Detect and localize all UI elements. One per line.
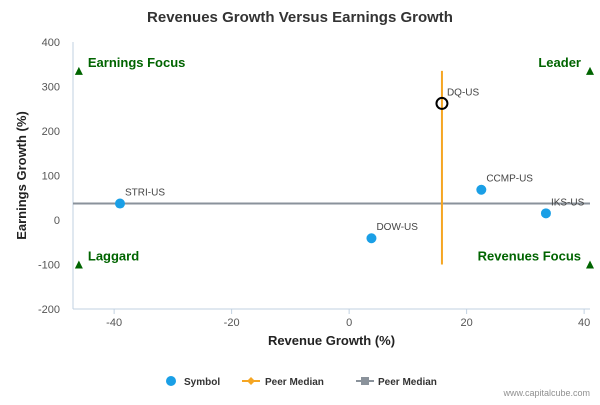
quadrant-marker-revenues-focus	[586, 260, 594, 269]
x-tick-label: -20	[224, 317, 240, 329]
x-tick-label: -40	[106, 317, 122, 329]
quadrant-marker-earnings-focus	[74, 66, 83, 75]
legend-symbol-marker	[166, 376, 176, 386]
y-tick-label: 200	[42, 126, 60, 138]
credit-text: www.capitalcube.com	[502, 388, 590, 398]
quadrant-label-laggard: Laggard	[88, 249, 139, 264]
y-tick-label: -100	[38, 260, 60, 272]
quadrant-label-revenues-focus: Revenues Focus	[478, 249, 581, 264]
x-tick-label: 0	[346, 317, 352, 329]
quadrant-marker-leader	[586, 66, 594, 75]
y-axis-title: Earnings Growth (%)	[14, 111, 29, 240]
legend-symbol-label: Symbol	[184, 377, 220, 388]
x-axis-title: Revenue Growth (%)	[268, 333, 395, 348]
data-point-ccmp-us	[476, 184, 487, 195]
data-point-stri-us	[115, 198, 125, 209]
legend-peer-median-horizontal-label: Peer Median	[378, 377, 437, 388]
quadrant-label-earnings-focus: Earnings Focus	[88, 55, 186, 70]
data-label-stri-us: STRI-US	[125, 188, 165, 199]
data-label-dow-us: DOW-US	[376, 222, 418, 233]
data-point-dow-us	[366, 233, 377, 244]
quadrant-marker-laggard	[74, 260, 83, 269]
data-point-highlight-dq-us	[435, 96, 449, 110]
y-tick-label: 100	[42, 171, 60, 183]
legend-peer-median-vertical-marker	[247, 377, 255, 385]
y-tick-label: -200	[38, 304, 60, 316]
data-label-dq-us: DQ-US	[447, 87, 480, 98]
chart-title: Revenues Growth Versus Earnings Growth	[147, 9, 453, 26]
quadrant-label-leader: Leader	[538, 55, 581, 70]
data-label-iks-us: IKS-US	[551, 197, 585, 208]
y-tick-label: 400	[42, 37, 60, 49]
y-tick-label: 300	[42, 82, 60, 94]
data-label-ccmp-us: CCMP-US	[486, 174, 533, 185]
y-tick-label: 0	[54, 215, 60, 227]
x-tick-label: 40	[578, 317, 590, 329]
x-tick-label: 20	[461, 317, 473, 329]
legend-peer-median-horizontal-marker	[361, 377, 369, 385]
legend-peer-median-vertical-label: Peer Median	[265, 377, 324, 388]
data-point-iks-us	[540, 208, 551, 219]
